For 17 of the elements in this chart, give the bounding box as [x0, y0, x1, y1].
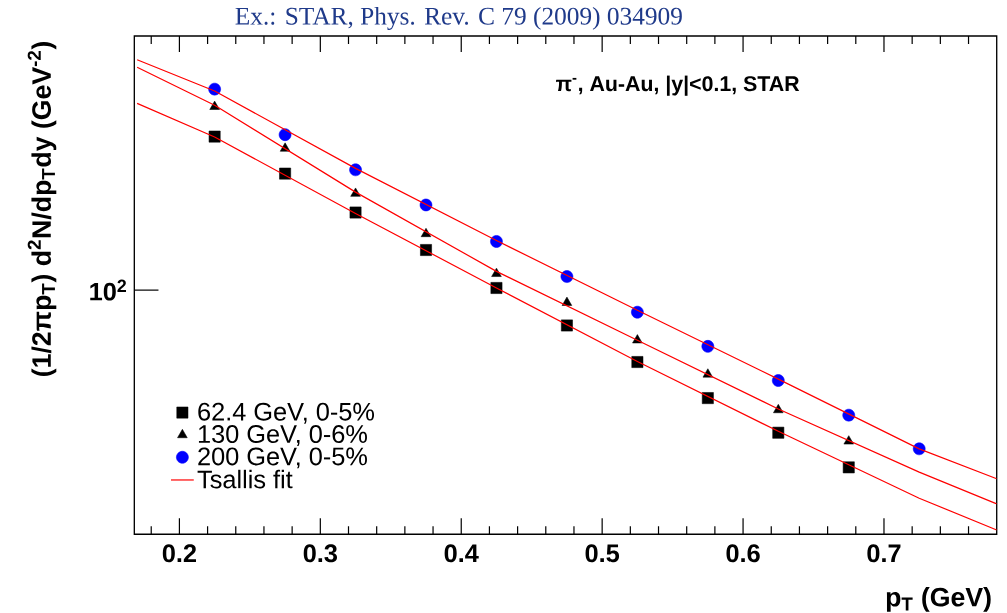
- text: 10$^{2}$: [90, 279, 127, 301]
- x-axis-title: p$_{T}$ (GeV): [886, 586, 991, 612]
- x-tick-label: 0.7: [867, 544, 901, 563]
- text: Ex.: STAR, Phys. Rev. C 79 (2009) 034909: [235, 6, 682, 30]
- x-tick-label: 0.5: [585, 544, 620, 563]
- x-tick-label: 0.3: [303, 544, 338, 563]
- legend-label: 130 GeV, 0-6%: [198, 425, 367, 447]
- point: [278, 128, 292, 141]
- legend-label: Tsallis fit: [197, 469, 293, 489]
- x-tick-label: 0.4: [444, 544, 479, 563]
- x-tick-label: 0.6: [726, 544, 760, 563]
- annotation: π$^{-}$, Au-Au, |y|<0.1, STAR: [556, 75, 800, 96]
- legend-label: 62.4 GeV, 0-5%: [198, 402, 375, 424]
- x-tick-label: 0.2: [162, 544, 196, 563]
- text: (1/2πp$_{T}$) d$^{2}$N/dp$_{T}$dy (GeV$^{-2}$): [27, 42, 57, 376]
- legend-label: 200 GeV, 0-5%: [198, 447, 367, 469]
- point: [701, 392, 714, 404]
